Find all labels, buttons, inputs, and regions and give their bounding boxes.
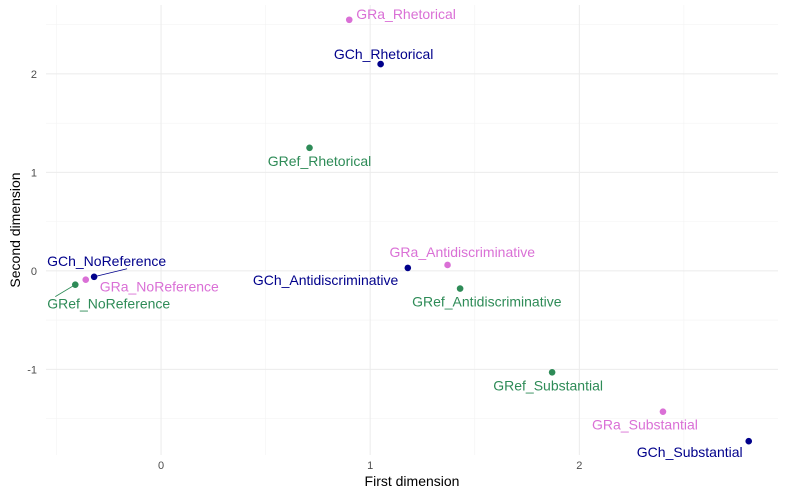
x-tick-label: 2 <box>576 460 582 472</box>
data-point <box>404 264 412 272</box>
data-point <box>659 408 667 415</box>
y-tick-label: -1 <box>27 364 37 376</box>
point-label: GCh_Substantial <box>637 444 743 460</box>
data-point <box>71 281 79 288</box>
point-label: GRa_Substantial <box>592 417 698 433</box>
data-point <box>82 276 90 284</box>
label-connectors <box>55 268 128 297</box>
label-connector <box>94 268 128 278</box>
point-label: GRef_Rhetorical <box>268 153 372 169</box>
grid-lines <box>46 5 778 455</box>
data-point <box>377 60 384 68</box>
data-point <box>456 285 464 292</box>
data-point <box>444 261 451 269</box>
point-label: GRef_Substantial <box>493 377 603 393</box>
data-point <box>306 144 313 152</box>
point-labels: GRa_Rhetorical GCh_Rhetorical GRef_Rhetori… <box>47 6 743 460</box>
point-label: GRef_Antidiscriminative <box>412 294 562 310</box>
y-tick-label: 0 <box>31 266 37 278</box>
axis-ticks: 0 1 2 -1 0 1 2 <box>27 69 582 472</box>
x-axis-title: First dimension <box>365 473 460 489</box>
point-label: GRa_NoReference <box>100 279 219 295</box>
x-tick-label: 0 <box>158 460 164 472</box>
label-connector <box>55 284 76 297</box>
y-tick-label: 2 <box>31 69 37 81</box>
x-tick-label: 1 <box>367 460 373 472</box>
y-tick-label: 1 <box>31 167 37 179</box>
point-label: GRa_Rhetorical <box>356 6 456 22</box>
data-point <box>548 368 556 376</box>
point-label: GRa_Antidiscriminative <box>390 244 536 260</box>
data-points <box>71 16 753 445</box>
y-axis-title: Second dimension <box>7 172 23 287</box>
data-point <box>745 437 753 445</box>
point-label: GCh_NoReference <box>47 253 166 269</box>
data-point <box>90 273 98 281</box>
data-point <box>345 16 353 24</box>
point-label: GRef_NoReference <box>47 296 170 312</box>
point-label: GCh_Antidiscriminative <box>253 272 399 288</box>
point-label: GCh_Rhetorical <box>334 46 434 62</box>
